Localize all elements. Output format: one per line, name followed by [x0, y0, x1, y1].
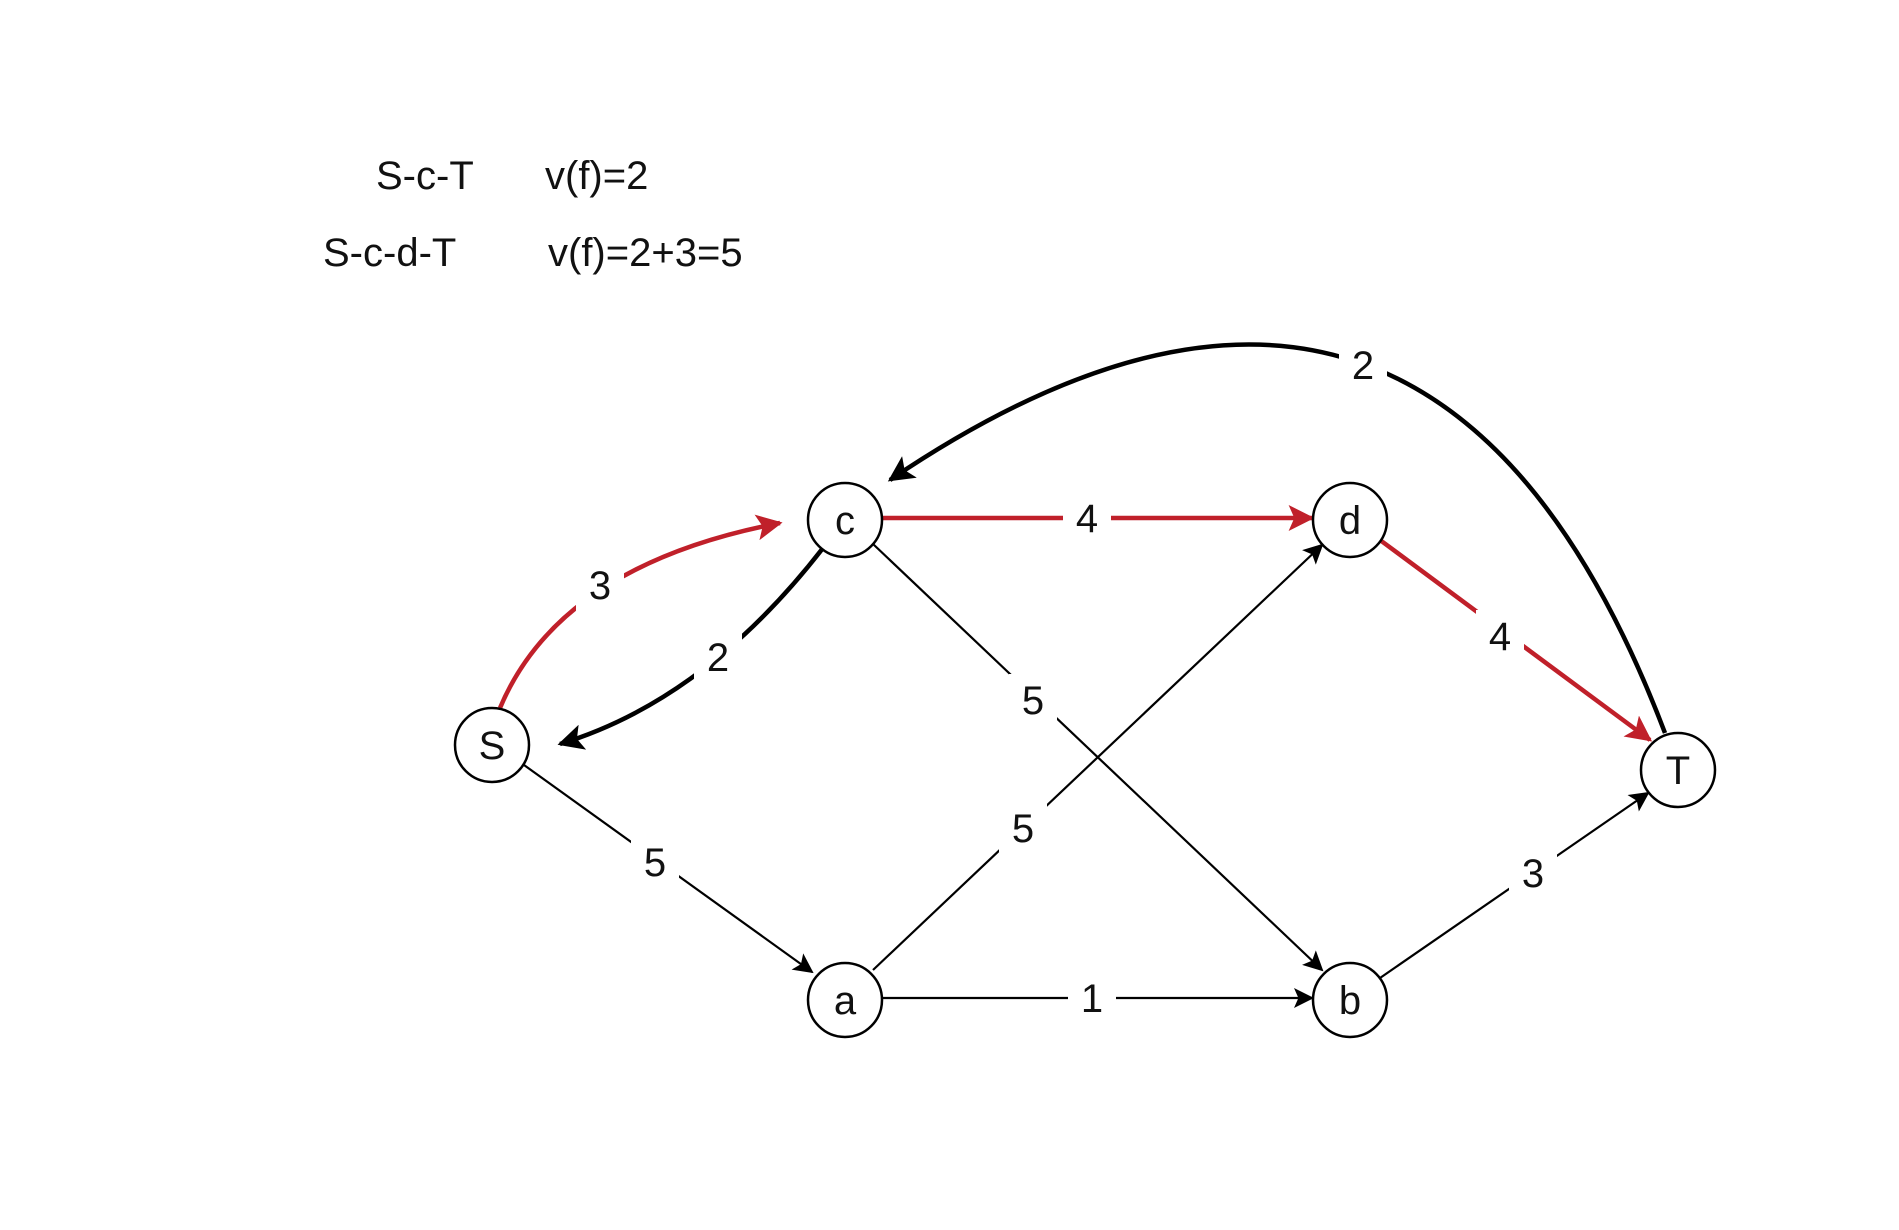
node-label-d: d	[1339, 499, 1361, 543]
edge-label-bg-T-c	[1339, 339, 1387, 391]
edge-capacity-c-S: 2	[707, 636, 729, 680]
edge-a-d	[872, 543, 1324, 971]
edge-capacity-c-b: 5	[1022, 679, 1044, 723]
edge-capacity-c-d: 4	[1076, 497, 1098, 541]
edge-capacity-T-c: 2	[1352, 344, 1374, 388]
edge-T-c	[887, 342, 1668, 734]
edge-label-bg-S-c	[576, 559, 624, 611]
edge-label-bg-S-a	[631, 836, 679, 888]
node-b	[1311, 961, 1389, 1039]
node-d	[1311, 481, 1389, 559]
edge-capacity-S-a: 5	[644, 841, 666, 885]
node-label-a: a	[834, 979, 857, 1023]
edge-capacity-S-c: 3	[589, 564, 611, 608]
node-label-b: b	[1339, 979, 1361, 1023]
annotation-1-value: v(f)=2	[545, 154, 649, 198]
edge-capacity-a-d: 5	[1012, 807, 1034, 851]
edge-label-bg-a-b	[1068, 972, 1116, 1024]
edge-label-bg-d-T	[1476, 610, 1524, 662]
edge-label-bg-c-d	[1063, 492, 1111, 544]
edge-label-bg-c-S	[694, 631, 742, 683]
node-label-c: c	[835, 499, 855, 543]
annotation-2-path: S-c-d-T	[323, 231, 457, 275]
edge-label-bg-b-T	[1509, 847, 1557, 899]
edge-capacity-b-T: 3	[1522, 852, 1544, 896]
node-S	[453, 706, 531, 784]
edge-capacity-a-b: 1	[1081, 977, 1103, 1021]
node-T	[1639, 731, 1717, 809]
node-a	[806, 961, 884, 1039]
annotation-1-path: S-c-T	[376, 154, 474, 198]
annotation-2-value: v(f)=2+3=5	[548, 231, 743, 275]
edge-label-bg-a-d	[999, 802, 1047, 854]
edge-capacity-d-T: 4	[1489, 615, 1511, 659]
edge-label-bg-c-b	[1009, 674, 1057, 726]
node-c	[806, 481, 884, 559]
node-label-T: T	[1666, 749, 1690, 793]
node-label-S: S	[479, 724, 506, 768]
